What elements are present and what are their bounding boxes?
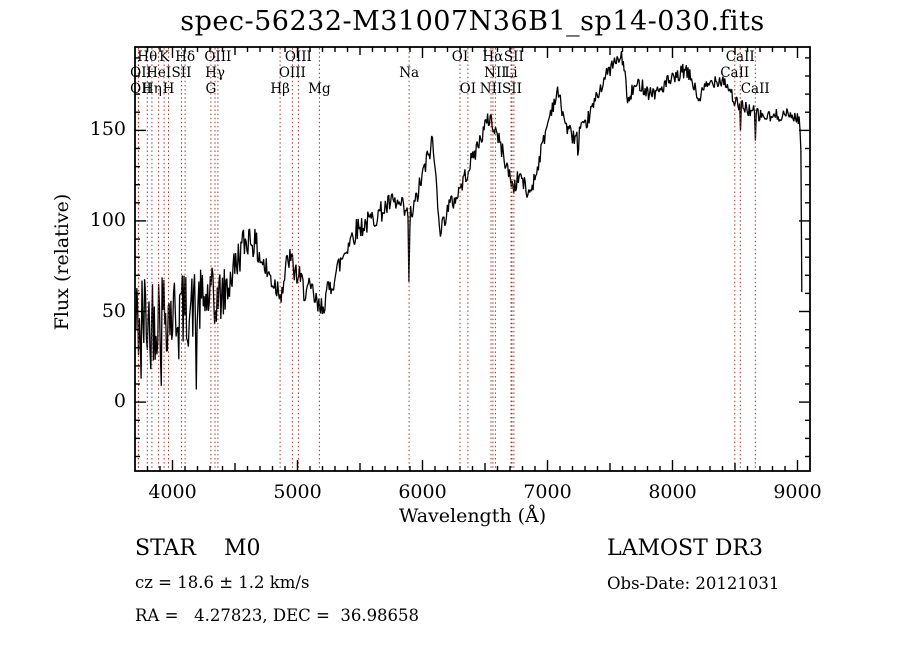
x-tick-label: 7000: [523, 481, 572, 503]
spectral-line-label: Hη: [141, 81, 162, 97]
spectral-line-label: Na: [399, 65, 420, 81]
y-axis-title: Flux (relative): [51, 193, 73, 331]
spectral-line-label: CaII: [740, 81, 770, 97]
obs-date-text: Obs-Date: 20121031: [607, 574, 780, 593]
spectral-line-label: Hθ: [137, 49, 158, 65]
spectral-line-label: OII: [130, 65, 152, 81]
spectral-line-label: NII: [484, 65, 507, 81]
spectral-line-label: Hβ: [270, 81, 290, 97]
y-tick-label: 0: [113, 390, 126, 413]
spectral-line-label: CaII: [720, 65, 750, 81]
cz-text: cz = 18.6 ± 1.2 km/s: [135, 573, 310, 592]
classification-text: STAR M0: [135, 536, 261, 561]
spectral-line-label: OIII: [278, 65, 306, 81]
spectral-line-label: HeI: [146, 65, 172, 81]
spectral-line-label: Hα: [482, 49, 504, 65]
spectral-line-label: H: [162, 81, 175, 97]
spectral-line-label: SII: [503, 49, 524, 65]
y-tick-label: 100: [89, 208, 126, 231]
spectral-line-label: OI: [459, 81, 477, 97]
spectral-line-label: OIII: [204, 49, 232, 65]
spectral-line-label: SII: [502, 81, 522, 97]
x-tick-label: 8000: [648, 481, 697, 503]
spectral-line-label: K: [159, 49, 170, 65]
x-axis-title: Wavelength (Å): [398, 505, 547, 527]
survey-text: LAMOST DR3: [607, 536, 763, 561]
spectral-line-label: CaII: [725, 49, 755, 65]
x-tick-label: 9000: [773, 481, 822, 503]
spectral-line-label: Hδ: [175, 49, 196, 65]
x-tick-label: 4000: [148, 481, 197, 503]
y-tick-label: 50: [101, 299, 126, 322]
plot-title: spec-56232-M31007N36B1_sp14-030.fits: [180, 6, 765, 37]
x-tick-label: 5000: [273, 481, 322, 503]
spectral-line-label: OIII: [284, 49, 312, 65]
spectral-line-label: SII: [171, 65, 192, 81]
spectral-line-label: Li: [504, 65, 518, 81]
spectral-line-label: Hγ: [205, 65, 225, 81]
spectral-line-label: OI: [451, 49, 469, 65]
spectral-line-label: G: [205, 81, 217, 97]
spectral-line-label: Mg: [308, 81, 331, 97]
y-tick-label: 150: [89, 118, 126, 141]
spectral-line-label: NII: [479, 81, 503, 97]
x-tick-label: 6000: [398, 481, 447, 503]
spectral-line-label: OII: [130, 81, 152, 97]
ra-dec-text: RA = 4.27823, DEC = 36.98658: [135, 606, 420, 625]
